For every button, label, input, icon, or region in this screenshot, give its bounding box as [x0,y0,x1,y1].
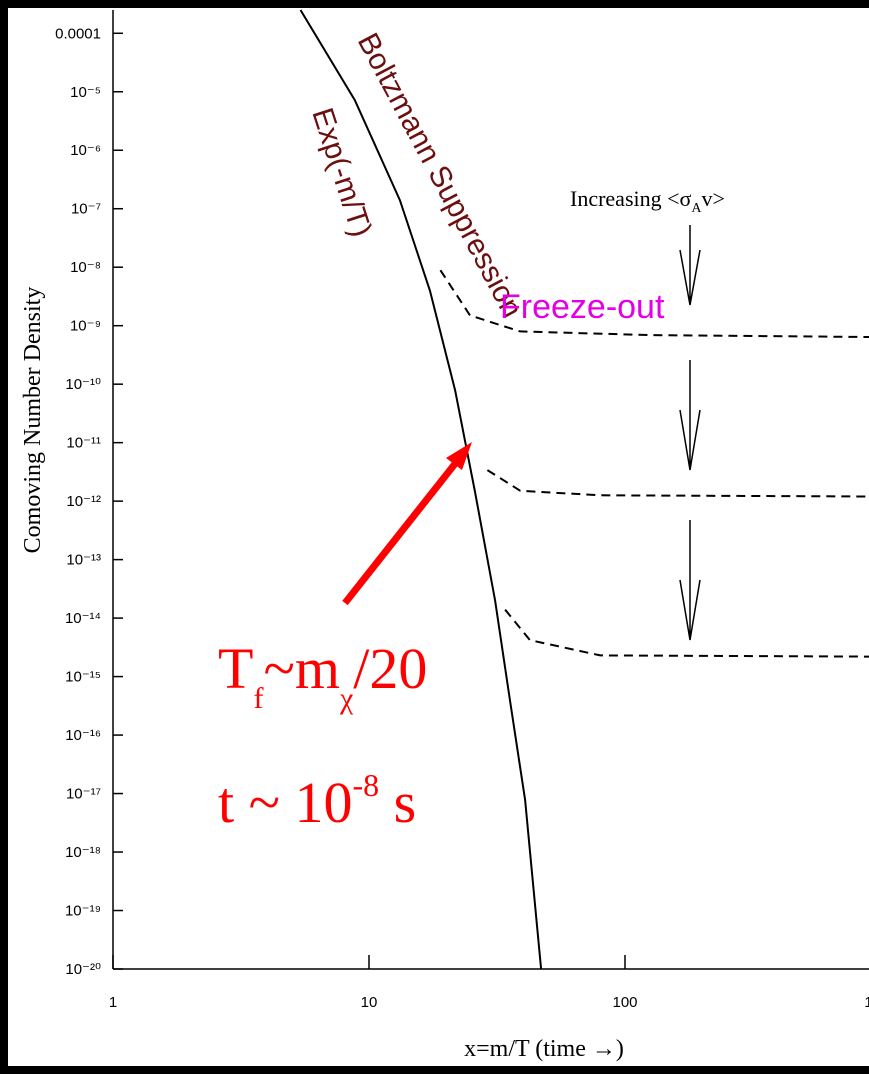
y-tick-label: 10⁻¹² [66,493,101,510]
text-part: ~m [263,636,340,701]
y-tick-label: 10⁻⁷ [71,201,101,218]
y-tick-label: 10⁻⁹ [70,318,101,335]
arrow-shaft [342,457,461,606]
x-tick-label: 1 [109,994,117,1011]
x-axis-label: x=m/T (time →) [464,1036,624,1062]
y-tick-label: 10⁻¹⁰ [65,376,101,393]
subscript: A [691,201,702,216]
y-tick-label: 10⁻¹⁹ [65,903,101,920]
arrows [679,225,701,641]
series-line [504,608,869,658]
y-tick-label: 10⁻¹¹ [66,435,101,452]
subscript: f [253,682,263,715]
text-part: s [379,770,416,835]
text-part: T [218,636,253,701]
x-tick-label: 100 [612,994,637,1011]
subscript: χ [339,682,354,715]
y-tick-label: 10⁻¹⁵ [65,669,101,686]
y-tick-label: 10⁻²⁰ [65,961,101,978]
y-axis-label: Comoving Number Density [20,287,46,554]
y-tick-label: 10⁻⁵ [70,84,101,101]
freeze-out-label: Freeze-out [500,288,665,326]
y-tick-label: 10⁻¹⁶ [65,727,101,744]
arrow [679,360,701,471]
y-tick-label: 0.0001 [55,25,101,42]
text-part: t ~ 10 [218,770,353,835]
text-part: /20 [353,636,427,701]
y-tick-label: 10⁻⁶ [70,142,101,159]
x-tick-label: 1000 [864,994,869,1011]
x-tick-label: 10 [361,994,378,1011]
y-tick-label: 10⁻¹⁷ [66,786,101,803]
text-part: Increasing <σ [570,186,692,211]
y-tick-label: 10⁻¹⁸ [65,844,101,861]
red-arrow [342,442,472,606]
plot-area: 0.0001 10⁻⁵ 10⁻⁶ 10⁻⁷ 10⁻⁸ 10⁻⁹ 10⁻¹⁰ 10⁻¹¹ 10⁻¹… [55,9,869,1011]
increasing-label: Increasing <σAv> [570,186,725,216]
series-line [486,469,869,498]
arrow [679,225,701,306]
series-line [299,9,543,970]
y-tick-label: 10⁻⁸ [70,259,101,276]
text-part: v> [702,186,725,211]
arrow-head [446,442,472,470]
y-tick-label: 10⁻¹³ [66,552,101,569]
superscript: -8 [353,767,380,803]
y-tick-label: 10⁻¹⁴ [65,610,101,627]
series-line [439,269,869,338]
freeze-time-label: t ~ 10-8 s [218,767,416,835]
freeze-temp-label: Tf~mχ/20 [218,636,427,715]
arrow [679,520,701,641]
